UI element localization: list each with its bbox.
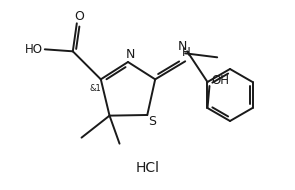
Text: OH: OH [212,74,230,86]
Text: N: N [125,48,135,62]
Text: &1: &1 [90,84,102,93]
Text: O: O [74,10,84,23]
Text: HCl: HCl [136,161,160,175]
Text: S: S [148,116,156,128]
Text: HO: HO [25,43,43,56]
Text: H: H [182,46,191,59]
Text: N: N [178,40,187,53]
